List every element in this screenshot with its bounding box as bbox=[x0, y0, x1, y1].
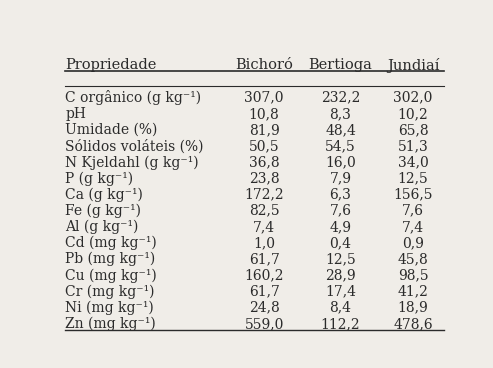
Text: 7,4: 7,4 bbox=[402, 220, 424, 234]
Text: 6,3: 6,3 bbox=[330, 188, 352, 202]
Text: Al (g kg⁻¹): Al (g kg⁻¹) bbox=[66, 220, 139, 234]
Text: Cr (mg kg⁻¹): Cr (mg kg⁻¹) bbox=[66, 284, 155, 299]
Text: Bichoró: Bichoró bbox=[235, 59, 293, 72]
Text: 81,9: 81,9 bbox=[249, 123, 280, 137]
Text: 98,5: 98,5 bbox=[398, 268, 428, 282]
Text: Umidade (%): Umidade (%) bbox=[66, 123, 158, 137]
Text: 8,4: 8,4 bbox=[329, 301, 352, 315]
Text: Cd (mg kg⁻¹): Cd (mg kg⁻¹) bbox=[66, 236, 157, 250]
Text: 7,9: 7,9 bbox=[329, 171, 352, 185]
Text: Ca (g kg⁻¹): Ca (g kg⁻¹) bbox=[66, 187, 143, 202]
Text: Cu (mg kg⁻¹): Cu (mg kg⁻¹) bbox=[66, 268, 157, 283]
Text: 65,8: 65,8 bbox=[398, 123, 428, 137]
Text: 82,5: 82,5 bbox=[249, 204, 280, 218]
Text: Bertioga: Bertioga bbox=[309, 59, 373, 72]
Text: 232,2: 232,2 bbox=[321, 91, 360, 105]
Text: 17,4: 17,4 bbox=[325, 284, 356, 298]
Text: 559,0: 559,0 bbox=[245, 317, 284, 331]
Text: Propriedade: Propriedade bbox=[66, 59, 157, 72]
Text: 24,8: 24,8 bbox=[249, 301, 280, 315]
Text: 48,4: 48,4 bbox=[325, 123, 356, 137]
Text: 156,5: 156,5 bbox=[393, 188, 433, 202]
Text: 112,2: 112,2 bbox=[321, 317, 360, 331]
Text: 1,0: 1,0 bbox=[253, 236, 275, 250]
Text: 45,8: 45,8 bbox=[398, 252, 428, 266]
Text: 8,3: 8,3 bbox=[330, 107, 352, 121]
Text: Sólidos voláteis (%): Sólidos voláteis (%) bbox=[66, 139, 204, 153]
Text: Zn (mg kg⁻¹): Zn (mg kg⁻¹) bbox=[66, 316, 156, 331]
Text: Pb (mg kg⁻¹): Pb (mg kg⁻¹) bbox=[66, 252, 156, 266]
Text: 7,6: 7,6 bbox=[402, 204, 424, 218]
Text: 0,4: 0,4 bbox=[329, 236, 352, 250]
Text: 307,0: 307,0 bbox=[245, 91, 284, 105]
Text: 16,0: 16,0 bbox=[325, 155, 356, 169]
Text: 10,2: 10,2 bbox=[398, 107, 428, 121]
Text: 0,9: 0,9 bbox=[402, 236, 424, 250]
Text: N Kjeldahl (g kg⁻¹): N Kjeldahl (g kg⁻¹) bbox=[66, 155, 199, 170]
Text: C orgânico (g kg⁻¹): C orgânico (g kg⁻¹) bbox=[66, 90, 202, 105]
Text: 36,8: 36,8 bbox=[249, 155, 280, 169]
Text: 28,9: 28,9 bbox=[325, 268, 356, 282]
Text: pH: pH bbox=[66, 107, 86, 121]
Text: Jundiaí: Jundiaí bbox=[387, 59, 439, 73]
Text: 7,6: 7,6 bbox=[329, 204, 352, 218]
Text: P (g kg⁻¹): P (g kg⁻¹) bbox=[66, 171, 134, 186]
Text: 41,2: 41,2 bbox=[398, 284, 428, 298]
Text: 12,5: 12,5 bbox=[325, 252, 356, 266]
Text: 160,2: 160,2 bbox=[245, 268, 284, 282]
Text: 478,6: 478,6 bbox=[393, 317, 433, 331]
Text: 61,7: 61,7 bbox=[248, 284, 280, 298]
Text: 12,5: 12,5 bbox=[398, 171, 428, 185]
Text: 7,4: 7,4 bbox=[253, 220, 275, 234]
Text: Fe (g kg⁻¹): Fe (g kg⁻¹) bbox=[66, 204, 141, 218]
Text: 34,0: 34,0 bbox=[398, 155, 428, 169]
Text: 172,2: 172,2 bbox=[245, 188, 284, 202]
Text: 61,7: 61,7 bbox=[248, 252, 280, 266]
Text: 50,5: 50,5 bbox=[249, 139, 280, 153]
Text: 23,8: 23,8 bbox=[249, 171, 280, 185]
Text: 54,5: 54,5 bbox=[325, 139, 356, 153]
Text: Ni (mg kg⁻¹): Ni (mg kg⁻¹) bbox=[66, 301, 154, 315]
Text: 18,9: 18,9 bbox=[398, 301, 428, 315]
Text: 10,8: 10,8 bbox=[249, 107, 280, 121]
Text: 302,0: 302,0 bbox=[393, 91, 433, 105]
Text: 51,3: 51,3 bbox=[398, 139, 428, 153]
Text: 4,9: 4,9 bbox=[329, 220, 352, 234]
